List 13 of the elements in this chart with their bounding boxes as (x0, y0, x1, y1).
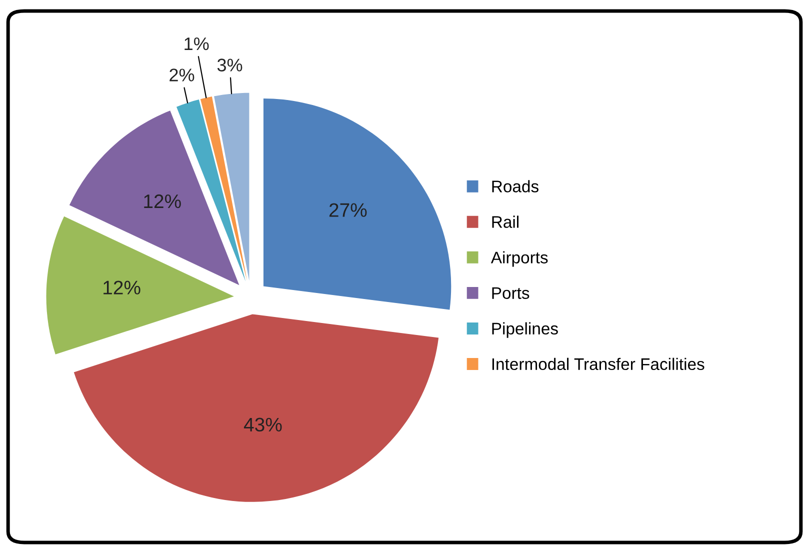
legend-label: Rail (492, 216, 518, 228)
data-label: 12% (144, 194, 181, 208)
legend-label: Pipelines (492, 322, 558, 338)
data-label: 43% (244, 418, 282, 432)
legend-label: Ports (492, 287, 530, 299)
data-label: 3% (217, 58, 242, 72)
data-label: 27% (329, 203, 367, 217)
data-label: 12% (104, 280, 140, 294)
legend-label: Intermodal Transfer Facilities (492, 358, 704, 370)
data-label: 1% (184, 37, 209, 50)
legend-label: Roads (492, 180, 538, 192)
legend-label: Airports (490, 251, 548, 267)
data-label: 2% (170, 68, 194, 82)
